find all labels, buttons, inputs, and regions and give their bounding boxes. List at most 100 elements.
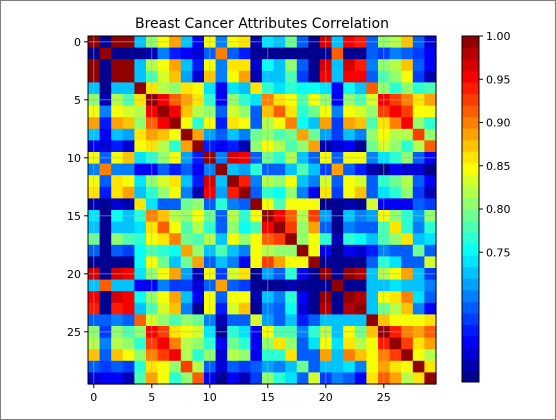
heatmap-cell [134,256,147,269]
heatmap-cell [111,59,124,72]
heatmap-cell [296,233,309,246]
heatmap-cell [308,302,321,315]
heatmap-cell [157,128,170,141]
heatmap-cell [424,47,437,60]
heatmap-cell [343,221,356,234]
heatmap-cell [401,233,414,246]
heatmap-cell [227,360,240,373]
heatmap-cell [389,349,402,362]
x-tick-label: 20 [319,391,333,404]
heatmap-cell [250,117,263,130]
heatmap-cell [227,82,240,95]
heatmap-cell [273,302,286,315]
heatmap-cell [111,117,124,130]
heatmap-cell [215,70,228,83]
heatmap-cell [215,59,228,72]
heatmap-cell [180,105,193,118]
heatmap-cell [296,244,309,257]
heatmap-cell [180,337,193,350]
heatmap-cell [354,233,367,246]
heatmap-cell [296,337,309,350]
heatmap-cell [169,140,182,153]
heatmap-cell [99,256,112,269]
heatmap-cell [169,279,182,292]
heatmap-cell [389,105,402,118]
colorbar-segment [462,82,479,95]
heatmap-cell [389,198,402,211]
heatmap-cell [389,291,402,304]
heatmap-cell [285,279,298,292]
heatmap-cell [331,70,344,83]
heatmap-cell [227,163,240,176]
heatmap-cell [366,140,379,153]
heatmap-cell [331,233,344,246]
heatmap-cell [215,372,228,385]
heatmap-cell [331,221,344,234]
heatmap-cell [308,256,321,269]
heatmap-cell [401,349,414,362]
heatmap-cell [424,221,437,234]
heatmap-cell [215,117,228,130]
heatmap-cell [285,198,298,211]
heatmap-cell [308,221,321,234]
heatmap-cell [180,175,193,188]
heatmap-cell [354,105,367,118]
heatmap-cell [157,105,170,118]
heatmap-cell [412,256,425,269]
heatmap-cell [169,117,182,130]
heatmap-cell [285,140,298,153]
heatmap-cell [424,186,437,199]
heatmap-cell [401,372,414,385]
heatmap-cell [366,302,379,315]
heatmap-cell [180,349,193,362]
heatmap-cell [389,175,402,188]
heatmap-cell [424,314,437,327]
heatmap-cell [285,186,298,199]
heatmap-cell [354,221,367,234]
heatmap-cell [343,314,356,327]
heatmap-cell [285,302,298,315]
heatmap-cell [122,360,135,373]
heatmap-cell [215,175,228,188]
heatmap-cell [111,47,124,60]
heatmap-cell [180,163,193,176]
heatmap-cell [169,360,182,373]
x-axis: 0 5 10 15 20 25 [90,384,391,404]
heatmap-cell [308,47,321,60]
heatmap-cell [192,233,205,246]
heatmap-cell [250,82,263,95]
colorbar-segment [462,266,479,279]
heatmap-cell [192,372,205,385]
heatmap-cell [354,337,367,350]
heatmap-cell [331,140,344,153]
heatmap-cell [285,337,298,350]
heatmap-cell [273,198,286,211]
heatmap-cell [285,59,298,72]
heatmap-cell [366,128,379,141]
heatmap-cell [169,302,182,315]
heatmap-cell [99,279,112,292]
heatmap-cell [215,82,228,95]
colorbar-segment [462,185,479,198]
heatmap-cell [122,186,135,199]
heatmap-cell [366,244,379,257]
heatmap-cell [354,256,367,269]
heatmap-cell [227,59,240,72]
heatmap-cell [354,372,367,385]
heatmap-cell [366,279,379,292]
heatmap-cell [157,198,170,211]
heatmap-cell [296,349,309,362]
colorbar-segment [462,162,479,175]
heatmap-axes-frame [87,35,437,385]
heatmap-cell [215,105,228,118]
heatmap-cell [308,175,321,188]
chart-title: Breast Cancer Attributes Correlation [135,16,389,32]
heatmap-cell [401,47,414,60]
heatmap-cell [192,302,205,315]
heatmap-cell [238,279,251,292]
heatmap-cell [134,233,147,246]
heatmap-cell [111,128,124,141]
heatmap-cell [389,117,402,130]
heatmap-cell [250,59,263,72]
heatmap-cell [354,175,367,188]
